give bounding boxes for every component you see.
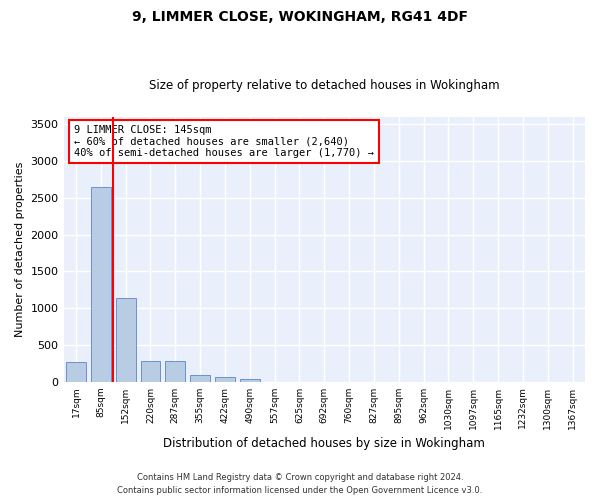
Title: Size of property relative to detached houses in Wokingham: Size of property relative to detached ho… [149,79,500,92]
Bar [215,378,235,382]
Bar [166,360,185,382]
Bar [140,361,160,382]
Bar [116,298,136,382]
X-axis label: Distribution of detached houses by size in Wokingham: Distribution of detached houses by size … [163,437,485,450]
Bar [66,362,86,382]
Text: 9 LIMMER CLOSE: 145sqm
← 60% of detached houses are smaller (2,640)
40% of semi-: 9 LIMMER CLOSE: 145sqm ← 60% of detached… [74,124,374,158]
Text: 9, LIMMER CLOSE, WOKINGHAM, RG41 4DF: 9, LIMMER CLOSE, WOKINGHAM, RG41 4DF [132,10,468,24]
Bar [91,188,111,382]
Y-axis label: Number of detached properties: Number of detached properties [15,162,25,337]
Bar [190,375,210,382]
Bar [240,378,260,382]
Text: Contains HM Land Registry data © Crown copyright and database right 2024.
Contai: Contains HM Land Registry data © Crown c… [118,474,482,495]
